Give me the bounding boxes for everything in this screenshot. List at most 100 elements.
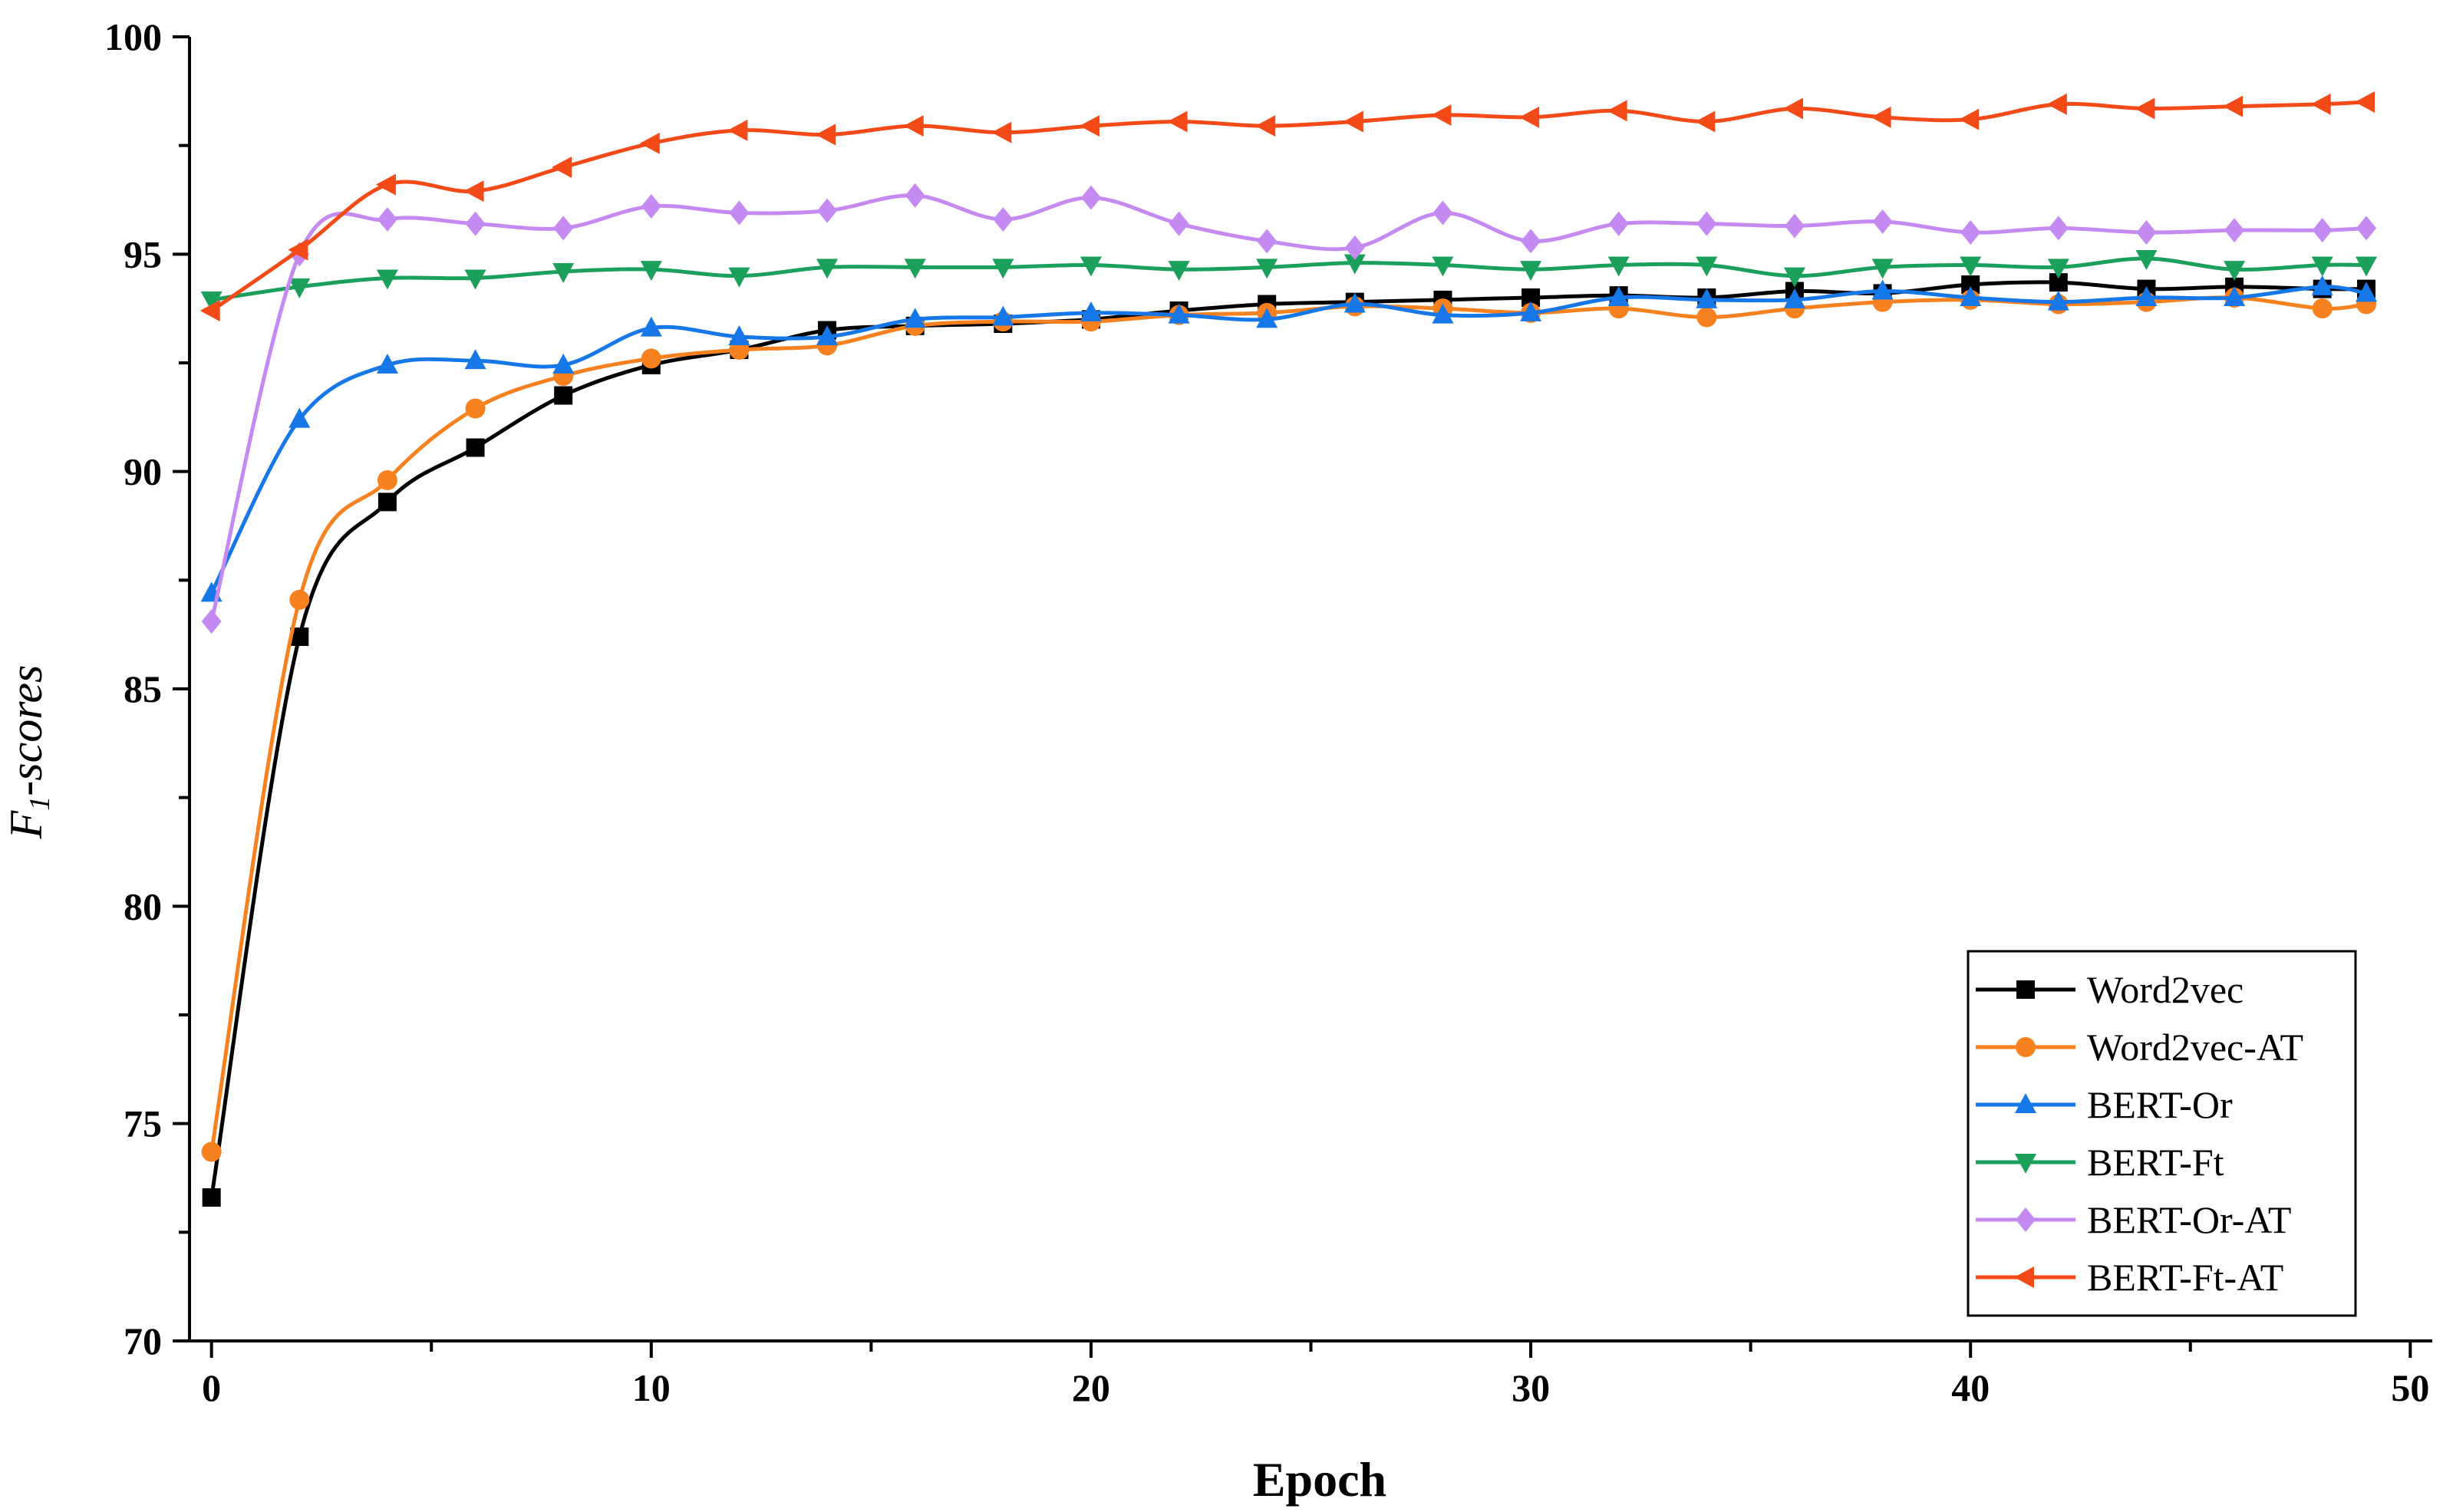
data-point bbox=[1607, 286, 1630, 306]
data-point bbox=[1256, 259, 1278, 279]
data-point bbox=[992, 259, 1014, 279]
x-tick-label: 30 bbox=[1512, 1366, 1550, 1409]
series-line-bert-or bbox=[209, 285, 2367, 595]
legend-swatch-marker bbox=[2015, 1093, 2036, 1113]
data-point bbox=[816, 124, 836, 146]
series-bert-ft bbox=[200, 250, 2378, 311]
data-point bbox=[288, 239, 308, 261]
data-point bbox=[640, 316, 662, 337]
data-point bbox=[2311, 275, 2333, 295]
data-point bbox=[2135, 286, 2158, 306]
data-point bbox=[464, 349, 486, 370]
data-point bbox=[1959, 108, 1980, 130]
data-point bbox=[2312, 298, 2333, 319]
data-point bbox=[1431, 104, 1452, 126]
data-point bbox=[1519, 106, 1540, 128]
data-point bbox=[640, 261, 662, 282]
data-point bbox=[201, 1141, 222, 1162]
data-point bbox=[993, 207, 1014, 232]
data-point bbox=[905, 183, 925, 208]
data-point bbox=[641, 194, 661, 219]
data-point bbox=[1343, 292, 1366, 313]
data-point bbox=[1607, 100, 1627, 122]
data-point bbox=[1696, 307, 1717, 328]
data-point bbox=[1080, 301, 1102, 321]
data-point bbox=[816, 259, 839, 279]
data-point bbox=[1168, 303, 1190, 324]
data-point bbox=[2223, 95, 2244, 117]
y-tick-label: 90 bbox=[124, 450, 162, 493]
data-point bbox=[2135, 97, 2155, 120]
series-line-bert-ft bbox=[211, 256, 2367, 302]
y-axis-title: F1-scores bbox=[1, 665, 56, 840]
data-point bbox=[1343, 254, 1366, 275]
data-point bbox=[2049, 273, 2068, 292]
legend-label: BERT-Or-AT bbox=[2087, 1198, 2291, 1241]
y-tick-label: 70 bbox=[124, 1319, 162, 1362]
legend-label: Word2vec-AT bbox=[2087, 1026, 2303, 1069]
data-point bbox=[817, 198, 838, 223]
data-point bbox=[1871, 279, 1894, 300]
data-point bbox=[992, 305, 1014, 326]
series-bert-or bbox=[200, 275, 2378, 602]
data-point bbox=[1696, 256, 1718, 277]
x-tick-label: 50 bbox=[2391, 1366, 2429, 1409]
data-point bbox=[728, 267, 750, 288]
y-tick-label: 85 bbox=[124, 667, 162, 710]
data-point bbox=[465, 211, 486, 236]
legend-label: BERT-Or bbox=[2087, 1083, 2233, 1126]
legend-label: BERT-Ft-AT bbox=[2087, 1256, 2283, 1299]
data-point bbox=[376, 353, 398, 374]
data-point bbox=[727, 119, 748, 141]
data-point bbox=[2047, 290, 2069, 311]
data-point bbox=[375, 173, 396, 196]
legend-swatch-marker bbox=[2016, 1207, 2036, 1232]
data-point bbox=[2224, 218, 2245, 243]
data-point bbox=[376, 269, 398, 290]
data-point bbox=[904, 308, 926, 328]
data-point bbox=[2046, 93, 2067, 115]
data-point bbox=[464, 269, 486, 290]
legend-item-word2vec: Word2vec bbox=[1976, 968, 2244, 1011]
legend-swatch-marker bbox=[2015, 1154, 2036, 1174]
data-point bbox=[377, 492, 397, 512]
data-point bbox=[2224, 261, 2246, 282]
data-point bbox=[1782, 97, 1803, 120]
data-point bbox=[1608, 211, 1629, 236]
data-point bbox=[1255, 115, 1276, 137]
data-point bbox=[639, 132, 660, 154]
data-point bbox=[1521, 229, 1541, 254]
legend-item-bert-or: BERT-Or bbox=[1976, 1083, 2233, 1126]
data-point bbox=[1257, 229, 1278, 254]
legend-swatch-marker bbox=[2016, 980, 2035, 999]
data-point bbox=[991, 121, 1012, 143]
data-point bbox=[288, 278, 311, 298]
x-tick-label: 10 bbox=[632, 1366, 671, 1409]
data-point bbox=[199, 300, 220, 321]
series-line-bert-ft-at bbox=[210, 100, 2367, 313]
x-tick-label: 20 bbox=[1072, 1366, 1110, 1409]
x-tick-label: 0 bbox=[202, 1366, 221, 1409]
data-point bbox=[1432, 303, 1454, 324]
legend-item-bert-ft: BERT-Ft bbox=[1976, 1141, 2224, 1184]
data-point bbox=[2312, 218, 2333, 243]
data-point bbox=[1783, 288, 1805, 308]
y-tick-label: 95 bbox=[124, 232, 162, 275]
data-point bbox=[288, 407, 311, 428]
y-tick-label: 75 bbox=[124, 1102, 162, 1145]
legend-box bbox=[1967, 950, 2357, 1317]
y-axis-title-subscript: 1 bbox=[24, 796, 56, 811]
data-point bbox=[1522, 288, 1541, 307]
data-point bbox=[1167, 110, 1188, 133]
legend-swatch-marker bbox=[2014, 1267, 2034, 1288]
legend-swatch-marker bbox=[2016, 1037, 2036, 1057]
data-point bbox=[552, 353, 575, 374]
data-point bbox=[1256, 308, 1278, 328]
data-point bbox=[463, 180, 484, 203]
data-point bbox=[729, 200, 750, 226]
data-point bbox=[1783, 267, 1805, 288]
data-point bbox=[553, 216, 574, 241]
data-point bbox=[1871, 106, 1891, 128]
